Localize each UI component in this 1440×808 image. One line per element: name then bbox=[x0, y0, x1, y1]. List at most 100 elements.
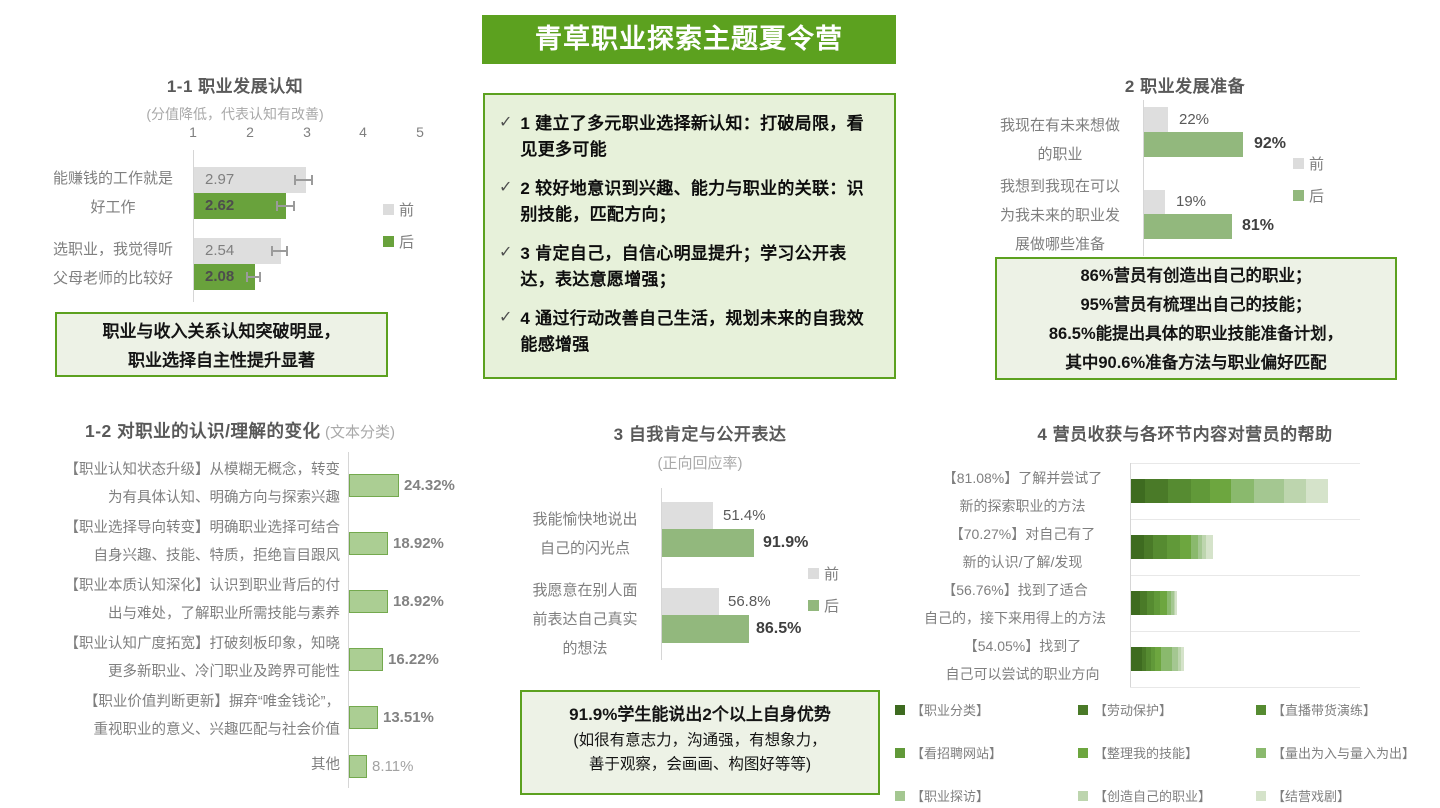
gridline bbox=[1130, 463, 1360, 464]
bar-value: 92% bbox=[1254, 135, 1287, 152]
stack-segment bbox=[1175, 591, 1177, 615]
check-icon: ✓ bbox=[499, 114, 513, 131]
stack-segment bbox=[1154, 591, 1160, 615]
chart3-category: 我愿意在别人面 前表达自己真实 的想法 bbox=[532, 582, 638, 657]
stack-segment bbox=[1191, 479, 1210, 503]
legend-swatch bbox=[1078, 748, 1088, 758]
stacked-bar bbox=[1131, 479, 1328, 503]
stack-segment bbox=[1151, 647, 1155, 671]
stacked-bar bbox=[1131, 591, 1177, 615]
note-line: 善于观察，会画画、构图好等等) bbox=[588, 756, 812, 773]
bar-value: 18.92% bbox=[393, 593, 444, 610]
legend-label: 【结营戏剧】 bbox=[1272, 789, 1351, 804]
legend-label: 【直播带货演练】 bbox=[1272, 703, 1377, 718]
stack-segment bbox=[1146, 647, 1151, 671]
x-tick: 3 bbox=[303, 124, 311, 140]
stack-segment bbox=[1191, 535, 1198, 559]
stack-segment bbox=[1254, 479, 1284, 503]
legend-item: 【结营戏剧】 bbox=[1256, 786, 1440, 805]
stack-segment bbox=[1145, 479, 1168, 503]
y-axis-line bbox=[193, 150, 194, 302]
legend-swatch bbox=[383, 204, 394, 215]
y-axis-line bbox=[348, 452, 349, 788]
stack-segment bbox=[1131, 591, 1140, 615]
bar bbox=[349, 648, 383, 671]
stacked-bar bbox=[1131, 647, 1184, 671]
legend-label: 【创造自己的职业】 bbox=[1094, 789, 1212, 804]
bar-front bbox=[1144, 190, 1165, 214]
legend-swatch bbox=[808, 600, 819, 611]
legend-item: 【创造自己的职业】 bbox=[1078, 786, 1256, 805]
chart3-subtitle: (正向回应率) bbox=[657, 455, 743, 472]
highlight-item: ✓ 3 肯定自己，自信心明显提升；学习公开表达，表达意愿增强； bbox=[499, 241, 878, 293]
legend-item-back: 后 bbox=[1293, 185, 1324, 206]
chart4-category: 【81.08%】了解并尝试了 新的探索职业的方法 bbox=[942, 470, 1103, 514]
stack-segment bbox=[1231, 479, 1254, 503]
chart4-title: 4 营员收获与各环节内容对营员的帮助 bbox=[1037, 425, 1333, 444]
legend-item-back: 后 bbox=[383, 231, 414, 252]
check-icon: ✓ bbox=[499, 309, 513, 326]
chart1-2-category: 【职业价值判断更新】摒弃“唯金钱论”， 重视职业的意义、兴趣匹配与社会价值 bbox=[83, 694, 340, 738]
legend-label: 【整理我的技能】 bbox=[1094, 746, 1199, 761]
bar-back bbox=[1144, 132, 1244, 157]
legend-label: 【职业探访】 bbox=[911, 789, 990, 804]
bar-value: 2.62 bbox=[205, 197, 235, 214]
stack-segment bbox=[1160, 591, 1167, 615]
x-tick: 1 bbox=[189, 124, 197, 140]
highlight-item: ✓ 4 通过行动改善自己生活，规划未来的自我效能感增强 bbox=[499, 306, 878, 358]
check-icon: ✓ bbox=[499, 179, 513, 196]
stack-segment bbox=[1171, 591, 1174, 615]
legend-swatch bbox=[1256, 748, 1266, 758]
highlight-item: ✓ 2 较好地意识到兴趣、能力与职业的关联：识别技能，匹配方向； bbox=[499, 176, 878, 228]
bar-value: 86.5% bbox=[756, 620, 802, 637]
chart1-2-category: 【职业选择导向转变】明确职业选择可结合 自身兴趣、技能、特质，拒绝盲目跟风 bbox=[64, 520, 341, 564]
bar-value: 56.8% bbox=[728, 593, 771, 610]
legend-swatch bbox=[1078, 791, 1088, 801]
stack-segment bbox=[1167, 591, 1171, 615]
highlight-text: 1 建立了多元职业选择新认知：打破局限，看见更多可能 bbox=[520, 114, 864, 159]
bar bbox=[349, 590, 389, 613]
chart1-1-category: 选职业，我觉得听 父母老师的比较好 bbox=[52, 241, 173, 287]
bar-value: 8.11% bbox=[372, 758, 414, 775]
stack-segment bbox=[1131, 535, 1144, 559]
stack-segment bbox=[1172, 647, 1178, 671]
chart2-title: 2 职业发展准备 bbox=[1124, 77, 1246, 96]
legend-swatch bbox=[895, 705, 905, 715]
bar-value: 22% bbox=[1179, 111, 1210, 128]
gridline bbox=[1130, 519, 1360, 520]
chart1-1-subtitle: (分值降低，代表认知有改善) bbox=[146, 106, 324, 122]
check-icon: ✓ bbox=[499, 244, 513, 261]
stack-segment bbox=[1161, 647, 1172, 671]
stack-segment bbox=[1168, 479, 1191, 503]
legend-item: 【直播带货演练】 bbox=[1256, 700, 1440, 719]
bar-value: 2.08 bbox=[205, 268, 235, 285]
chart1-2-title: 1-2 对职业的认识/理解的变化 (文本分类) bbox=[85, 421, 395, 441]
stack-segment bbox=[1147, 591, 1154, 615]
stack-segment bbox=[1174, 591, 1175, 615]
legend-item: 【量出为入与量入为出】 bbox=[1256, 743, 1440, 762]
stack-segment bbox=[1131, 647, 1142, 671]
chart3-category: 我能愉快地说出 自己的闪光点 bbox=[532, 511, 638, 557]
legend-label: 【看招聘网站】 bbox=[911, 746, 1003, 761]
legend-swatch bbox=[1078, 705, 1088, 715]
stack-segment bbox=[1144, 535, 1153, 559]
legend-item: 【整理我的技能】 bbox=[1078, 743, 1256, 762]
bar-value: 16.22% bbox=[388, 651, 439, 668]
legend-swatch bbox=[1293, 190, 1304, 201]
bar-value: 18.92% bbox=[393, 535, 444, 552]
legend-swatch bbox=[383, 236, 394, 247]
chart1-2-category: 【职业认知状态升级】从模糊无概念，转变 为有具体认知、明确方向与探索兴趣 bbox=[64, 462, 341, 506]
error-bar bbox=[246, 272, 261, 282]
chart2-category: 我想到我现在可以 为我未来的职业发 展做哪些准备 bbox=[999, 178, 1120, 253]
stacked-bar bbox=[1131, 535, 1213, 559]
highlight-text: 3 肯定自己，自信心明显提升；学习公开表达，表达意愿增强； bbox=[520, 244, 847, 289]
page-title: 青草职业探索主题夏令营 bbox=[482, 15, 896, 64]
bar-value: 19% bbox=[1176, 193, 1207, 210]
stack-segment bbox=[1202, 535, 1206, 559]
y-axis-line bbox=[1143, 100, 1144, 256]
stack-segment bbox=[1153, 535, 1167, 559]
bar-front bbox=[194, 238, 282, 264]
bar-front bbox=[1144, 107, 1168, 132]
chart1-2-subtitle: (文本分类) bbox=[324, 424, 395, 441]
bar-back bbox=[662, 529, 754, 557]
